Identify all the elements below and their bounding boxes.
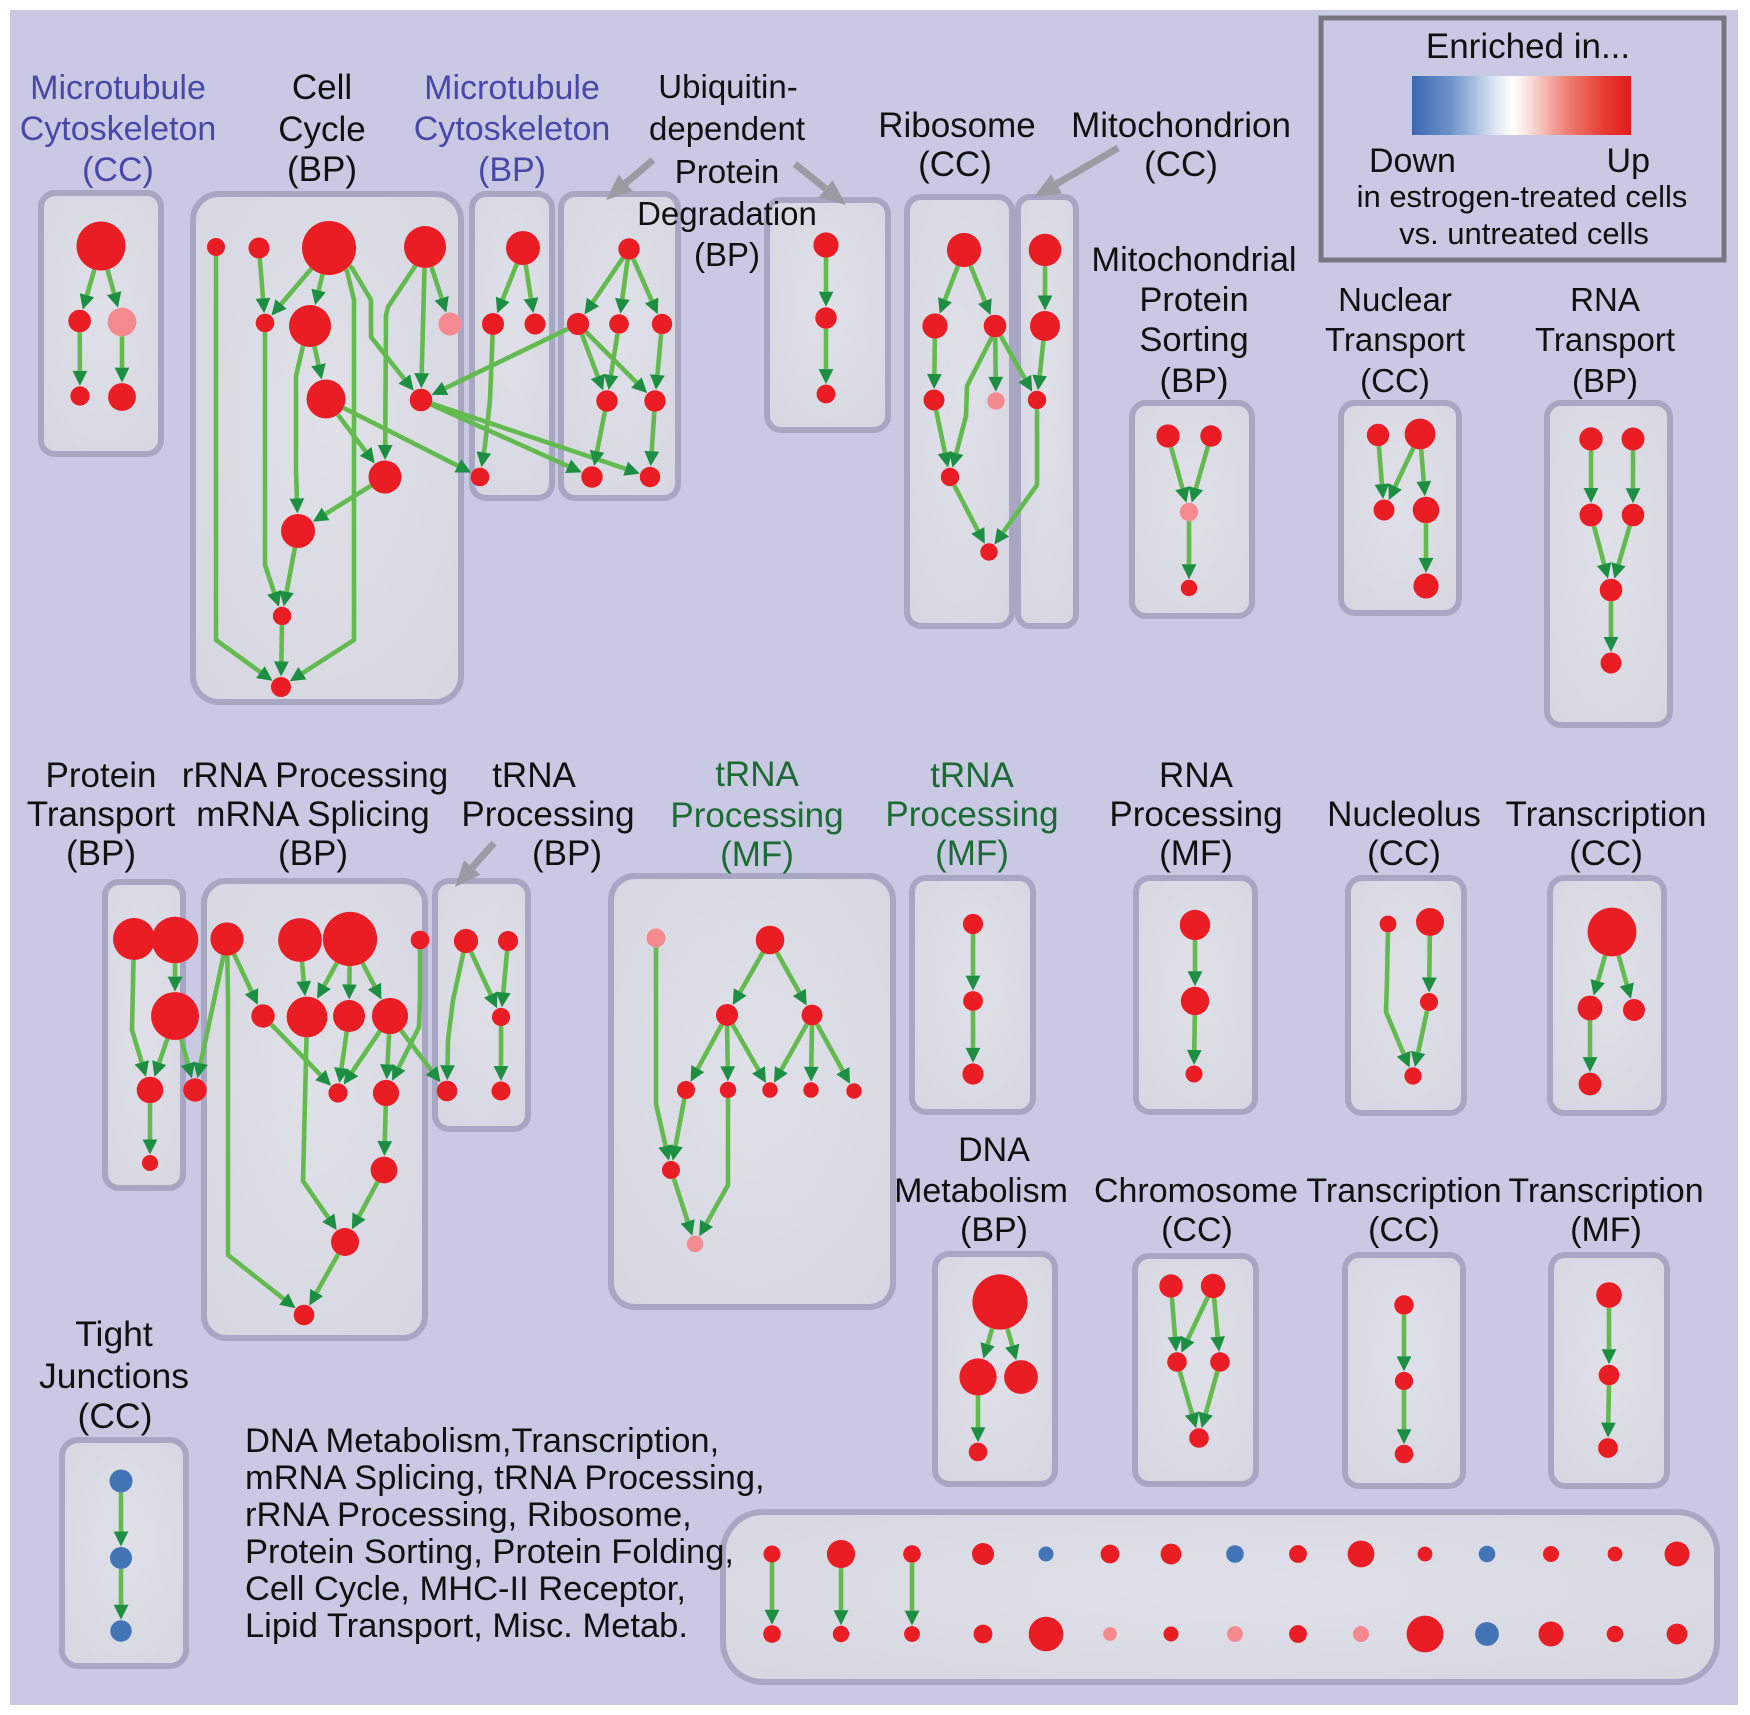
svg-text:mRNA Splicing, tRNA Processing: mRNA Splicing, tRNA Processing, — [245, 1459, 765, 1497]
svg-text:(CC): (CC) — [1569, 834, 1643, 873]
svg-text:RNA: RNA — [1159, 756, 1234, 795]
svg-text:tRNA: tRNA — [715, 755, 799, 794]
svg-text:(BP): (BP) — [1572, 362, 1638, 399]
svg-text:tRNA: tRNA — [930, 756, 1014, 795]
svg-text:(BP): (BP) — [1160, 362, 1229, 400]
svg-text:DNA Metabolism,Transcription,: DNA Metabolism,Transcription, — [245, 1422, 719, 1460]
svg-text:Sorting: Sorting — [1139, 321, 1248, 359]
svg-text:Microtubule: Microtubule — [424, 69, 600, 107]
svg-text:(MF): (MF) — [1570, 1211, 1642, 1249]
svg-text:tRNA: tRNA — [492, 756, 576, 795]
svg-text:Lipid Transport, Misc. Metab.: Lipid Transport, Misc. Metab. — [245, 1607, 688, 1645]
svg-text:Cycle: Cycle — [278, 110, 366, 149]
svg-text:Chromosome: Chromosome — [1094, 1172, 1298, 1210]
svg-text:rRNA Processing, Ribosome,: rRNA Processing, Ribosome, — [245, 1496, 692, 1534]
svg-text:Nucleolus: Nucleolus — [1327, 795, 1481, 834]
svg-text:(CC): (CC) — [1161, 1211, 1233, 1249]
svg-text:rRNA Processing: rRNA Processing — [182, 756, 448, 795]
svg-text:(MF): (MF) — [720, 835, 794, 874]
svg-text:Transport: Transport — [27, 795, 176, 834]
svg-text:DNA: DNA — [958, 1131, 1030, 1169]
svg-text:Cell Cycle, MHC-II Receptor,: Cell Cycle, MHC-II Receptor, — [245, 1570, 686, 1608]
svg-text:(MF): (MF) — [1159, 834, 1233, 873]
svg-text:(CC): (CC) — [1368, 1211, 1440, 1249]
svg-text:(BP): (BP) — [66, 834, 136, 873]
svg-text:Cytoskeleton: Cytoskeleton — [20, 110, 217, 148]
svg-text:Ubiquitin-: Ubiquitin- — [658, 68, 797, 105]
svg-text:Transport: Transport — [1535, 321, 1675, 358]
svg-text:(MF): (MF) — [935, 834, 1009, 873]
svg-text:Microtubule: Microtubule — [30, 69, 206, 107]
svg-text:(CC): (CC) — [1367, 834, 1441, 873]
svg-text:(BP): (BP) — [960, 1211, 1028, 1249]
svg-text:Transcription: Transcription — [1306, 1172, 1501, 1210]
svg-text:Enriched in...: Enriched in... — [1426, 27, 1630, 66]
svg-text:Metabolism: Metabolism — [894, 1172, 1068, 1210]
svg-text:in estrogen-treated cells: in estrogen-treated cells — [1357, 179, 1688, 214]
svg-text:(BP): (BP) — [478, 151, 546, 189]
svg-text:Transcription: Transcription — [1508, 1172, 1703, 1210]
svg-text:Down: Down — [1369, 142, 1456, 180]
svg-text:(BP): (BP) — [694, 236, 760, 273]
svg-text:(BP): (BP) — [532, 834, 602, 873]
svg-text:(BP): (BP) — [278, 834, 348, 873]
svg-text:Transport: Transport — [1325, 321, 1465, 358]
svg-text:mRNA Splicing: mRNA Splicing — [196, 795, 429, 834]
svg-text:Processing: Processing — [1109, 795, 1282, 834]
svg-text:Cytoskeleton: Cytoskeleton — [414, 110, 611, 148]
svg-text:(CC): (CC) — [78, 1396, 153, 1436]
svg-text:Processing: Processing — [461, 795, 634, 834]
svg-text:Degradation: Degradation — [637, 195, 817, 232]
svg-text:Protein Sorting, Protein Foldi: Protein Sorting, Protein Folding, — [245, 1533, 734, 1571]
svg-text:Mitochondrial: Mitochondrial — [1091, 241, 1296, 279]
svg-text:Cell: Cell — [292, 68, 352, 107]
svg-text:(CC): (CC) — [1360, 362, 1430, 399]
svg-text:Junctions: Junctions — [39, 1356, 189, 1396]
svg-text:Protein: Protein — [675, 153, 780, 190]
svg-text:vs. untreated cells: vs. untreated cells — [1399, 216, 1649, 251]
svg-text:dependent: dependent — [649, 110, 805, 147]
svg-text:RNA: RNA — [1570, 281, 1640, 318]
svg-text:Tight: Tight — [75, 1314, 153, 1354]
svg-text:Up: Up — [1607, 142, 1650, 180]
svg-text:(CC): (CC) — [82, 151, 154, 189]
svg-text:Protein: Protein — [1139, 281, 1248, 319]
svg-text:(CC): (CC) — [918, 145, 992, 184]
svg-text:(CC): (CC) — [1144, 145, 1218, 184]
svg-text:Processing: Processing — [670, 796, 843, 835]
svg-text:Transcription: Transcription — [1506, 795, 1707, 834]
svg-text:Mitochondrion: Mitochondrion — [1071, 106, 1291, 145]
svg-text:Protein: Protein — [46, 756, 157, 795]
svg-text:(BP): (BP) — [287, 150, 357, 189]
svg-text:Nuclear: Nuclear — [1338, 281, 1452, 318]
svg-text:Processing: Processing — [885, 795, 1058, 834]
svg-text:Ribosome: Ribosome — [878, 106, 1036, 145]
